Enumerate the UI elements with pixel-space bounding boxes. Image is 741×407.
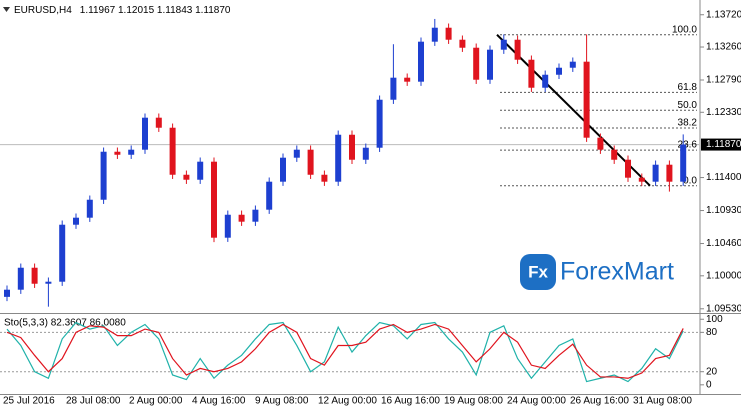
candle-body: [252, 209, 259, 222]
candle-body: [459, 39, 466, 48]
candle-body: [652, 164, 659, 182]
candle-body: [638, 177, 645, 182]
candle-body: [680, 144, 687, 182]
fibo-label: 38.2: [678, 118, 698, 129]
candle-body: [514, 39, 521, 60]
y-tick-label: 1.10000: [706, 270, 741, 281]
candle-body: [487, 49, 493, 80]
candle-body: [238, 214, 245, 222]
candle-body: [625, 159, 631, 178]
candle-body: [45, 281, 52, 284]
y-tick-label: 1.11400: [706, 172, 741, 183]
stochastic-line: [6, 323, 684, 379]
y-tick-label: 80: [706, 327, 718, 338]
candle-body: [349, 134, 355, 160]
candle-body: [431, 27, 438, 42]
x-tick-label: 24 Aug 00:00: [507, 396, 566, 407]
stochastic-line: [6, 321, 684, 383]
x-tick-label: 12 Aug 00:00: [318, 396, 377, 407]
y-tick-label: 1.13260: [706, 42, 741, 53]
candle-body: [86, 199, 93, 218]
candle-body: [114, 151, 121, 155]
fibo-label: 61.8: [678, 82, 698, 93]
x-tick-label: 9 Aug 08:00: [255, 396, 309, 407]
candle-body: [569, 61, 576, 68]
fibo-label: 100.0: [672, 24, 697, 35]
candle-body: [100, 151, 107, 200]
candle-body: [31, 267, 38, 284]
menu-arrow: [3, 7, 10, 12]
candle-body: [583, 61, 590, 138]
candle-body: [155, 117, 162, 128]
fibo-label: 50.0: [678, 100, 698, 111]
candle-body: [390, 77, 397, 100]
chart-header: EURUSD,H4 1.11967 1.12015 1.11843 1.11870: [14, 5, 231, 16]
fibo-trendline: [496, 34, 651, 187]
candle-body: [376, 99, 383, 148]
candle-body: [280, 157, 286, 182]
candle-body: [500, 39, 507, 50]
quote: 1.11967 1.12015 1.11843 1.11870: [80, 5, 231, 16]
y-tick-label: 0: [706, 379, 712, 390]
x-tick-label: 19 Aug 08:00: [444, 396, 503, 407]
candle-body: [473, 47, 480, 80]
y-tick-label: 100: [706, 314, 723, 325]
candle-body: [666, 164, 673, 182]
x-tick-label: 16 Aug 16:00: [381, 396, 440, 407]
candle-body: [73, 217, 79, 225]
x-tick-label: 4 Aug 16:00: [192, 396, 246, 407]
y-tick-label: 1.10930: [706, 205, 741, 216]
candle-body: [169, 127, 176, 175]
logo-text: ForexMart: [560, 258, 674, 286]
y-tick-label: 1.09530: [706, 303, 741, 314]
candle-body: [307, 149, 314, 175]
candle-body: [404, 77, 411, 82]
current-price-box: [701, 138, 741, 151]
candle-body: [59, 224, 66, 282]
y-tick-label: 1.10460: [706, 238, 741, 249]
candle-body: [293, 149, 300, 158]
y-tick-label: 1.12330: [706, 107, 741, 118]
current-price-label: 1.11870: [706, 139, 741, 150]
x-tick-label: 28 Jul 08:00: [66, 396, 121, 407]
candle-body: [418, 41, 424, 82]
y-tick-label: 1.13720: [706, 9, 741, 20]
candle-body: [142, 117, 148, 150]
candle-body: [611, 149, 618, 160]
candle-body: [266, 181, 273, 210]
candle-body: [128, 149, 135, 155]
candle-body: [224, 214, 231, 238]
x-tick-label: 2 Aug 00:00: [129, 396, 183, 407]
candle-body: [445, 27, 452, 40]
watermark: Fx ForexMart: [520, 254, 674, 290]
logo-icon-text: Fx: [528, 262, 548, 281]
candle-body: [211, 161, 217, 238]
x-tick-label: 26 Aug 16:00: [570, 396, 629, 407]
indicator-title: Sto(5,3,3) 82.3607 86.0080: [4, 318, 126, 329]
candle-body: [335, 134, 342, 182]
logo-icon: [520, 254, 556, 290]
candle-body: [17, 267, 24, 290]
symbol: EURUSD,H4: [14, 5, 72, 16]
fibo-label: 23.6: [678, 140, 698, 151]
candle-body: [528, 59, 535, 88]
candle-body: [321, 174, 328, 182]
x-tick-label: 25 Jul 2016: [3, 396, 55, 407]
candle-body: [362, 147, 369, 160]
x-tick-label: 31 Aug 08:00: [633, 396, 692, 407]
candle-body: [183, 174, 190, 180]
candle-body: [556, 67, 562, 75]
candle-body: [197, 161, 204, 180]
fibo-label: 0.0: [683, 175, 697, 186]
y-tick-label: 1.12790: [706, 75, 741, 86]
candle-body: [4, 289, 10, 297]
candle-body: [542, 74, 549, 88]
candle-body: [597, 137, 604, 150]
y-tick-label: 20: [706, 366, 718, 377]
